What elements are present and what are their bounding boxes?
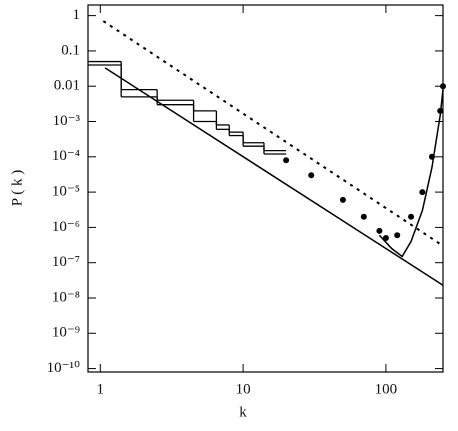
x-tick-label: 1	[97, 381, 105, 397]
y-tick-label: 10⁻¹⁰	[47, 360, 80, 376]
line	[104, 67, 444, 286]
y-tick-label: 0.01	[54, 78, 80, 94]
data-point	[394, 232, 401, 239]
y-tick-label: 10⁻⁷	[52, 254, 80, 270]
data-point	[308, 172, 315, 179]
line	[378, 89, 444, 258]
y-axis-label: P ( k )	[9, 170, 25, 207]
data-point	[283, 157, 290, 164]
y-tick-label: 10⁻⁸	[52, 289, 80, 305]
data-point	[360, 213, 367, 220]
data-point	[376, 227, 383, 234]
y-tick-label: 10⁻⁹	[52, 325, 80, 341]
x-tick-label: 100	[375, 381, 398, 397]
y-tick-label: 0.1	[61, 42, 80, 58]
x-tick-label: 10	[236, 381, 251, 397]
plot-frame	[87, 4, 444, 373]
y-tick-label: 1	[73, 7, 81, 23]
y-tick-label: 10⁻⁵	[52, 184, 80, 200]
line	[102, 20, 444, 247]
y-tick-label: 10⁻³	[53, 113, 81, 129]
data-point	[382, 235, 389, 242]
data-point	[339, 196, 346, 203]
data-point	[440, 83, 446, 90]
y-tick-label: 10⁻⁴	[52, 148, 80, 164]
x-axis-label: k	[239, 404, 247, 420]
y-tick-label: 10⁻⁶	[52, 219, 80, 235]
data-point	[408, 213, 415, 220]
data-point	[419, 189, 426, 196]
